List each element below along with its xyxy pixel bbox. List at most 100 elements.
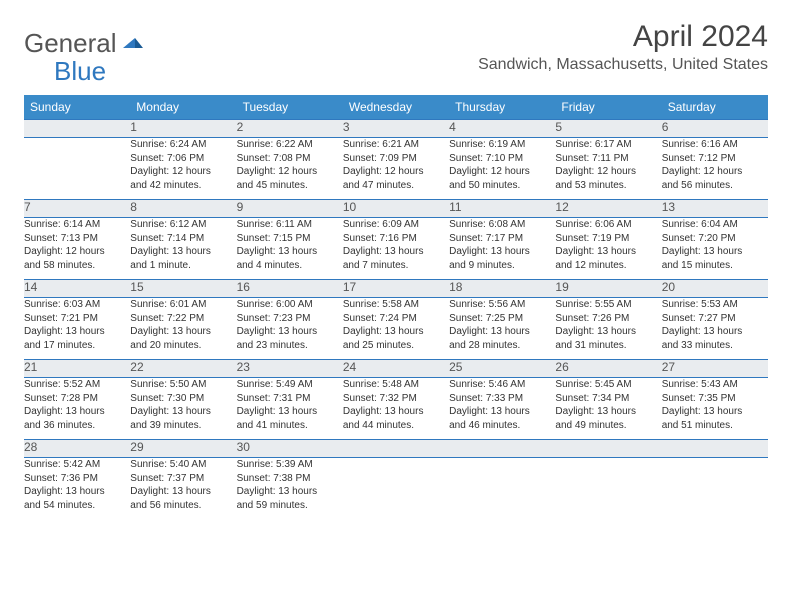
- day-content-cell: [662, 458, 768, 520]
- day-number-row: 21222324252627: [24, 360, 768, 378]
- d1-text: Daylight: 13 hours: [449, 405, 555, 419]
- sunrise-text: Sunrise: 5:43 AM: [662, 378, 768, 392]
- d1-text: Daylight: 13 hours: [237, 325, 343, 339]
- d1-text: Daylight: 13 hours: [449, 325, 555, 339]
- d2-text: and 44 minutes.: [343, 419, 449, 433]
- d1-text: Daylight: 13 hours: [343, 405, 449, 419]
- day-number-cell: 29: [130, 440, 236, 458]
- sunrise-text: Sunrise: 6:16 AM: [662, 138, 768, 152]
- d1-text: Daylight: 13 hours: [130, 405, 236, 419]
- d1-text: Daylight: 13 hours: [555, 325, 661, 339]
- day-content-cell: Sunrise: 5:40 AMSunset: 7:37 PMDaylight:…: [130, 458, 236, 520]
- weekday-header: Monday: [130, 95, 236, 120]
- d2-text: and 54 minutes.: [24, 499, 130, 513]
- sunset-text: Sunset: 7:22 PM: [130, 312, 236, 326]
- sunset-text: Sunset: 7:21 PM: [24, 312, 130, 326]
- d2-text: and 42 minutes.: [130, 179, 236, 193]
- sunrise-text: Sunrise: 5:39 AM: [237, 458, 343, 472]
- day-number-cell: 5: [555, 120, 661, 138]
- sunset-text: Sunset: 7:37 PM: [130, 472, 236, 486]
- day-number-cell: [555, 440, 661, 458]
- day-content-cell: Sunrise: 5:43 AMSunset: 7:35 PMDaylight:…: [662, 378, 768, 440]
- logo-text-blue: Blue: [54, 56, 106, 87]
- day-content-cell: Sunrise: 6:22 AMSunset: 7:08 PMDaylight:…: [237, 138, 343, 200]
- day-content-cell: Sunrise: 5:53 AMSunset: 7:27 PMDaylight:…: [662, 298, 768, 360]
- sunrise-text: Sunrise: 5:55 AM: [555, 298, 661, 312]
- sunrise-text: Sunrise: 5:52 AM: [24, 378, 130, 392]
- day-content-cell: Sunrise: 6:12 AMSunset: 7:14 PMDaylight:…: [130, 218, 236, 280]
- day-content-cell: Sunrise: 6:24 AMSunset: 7:06 PMDaylight:…: [130, 138, 236, 200]
- sunset-text: Sunset: 7:11 PM: [555, 152, 661, 166]
- d1-text: Daylight: 13 hours: [662, 405, 768, 419]
- d2-text: and 59 minutes.: [237, 499, 343, 513]
- day-number-cell: 4: [449, 120, 555, 138]
- weekday-header: Tuesday: [237, 95, 343, 120]
- d1-text: Daylight: 12 hours: [555, 165, 661, 179]
- day-number-row: 123456: [24, 120, 768, 138]
- sunset-text: Sunset: 7:35 PM: [662, 392, 768, 406]
- sunset-text: Sunset: 7:10 PM: [449, 152, 555, 166]
- sunset-text: Sunset: 7:33 PM: [449, 392, 555, 406]
- sunrise-text: Sunrise: 6:09 AM: [343, 218, 449, 232]
- day-number-cell: 19: [555, 280, 661, 298]
- sunset-text: Sunset: 7:25 PM: [449, 312, 555, 326]
- d1-text: Daylight: 13 hours: [237, 485, 343, 499]
- day-content-cell: Sunrise: 6:00 AMSunset: 7:23 PMDaylight:…: [237, 298, 343, 360]
- day-number-cell: 13: [662, 200, 768, 218]
- d2-text: and 28 minutes.: [449, 339, 555, 353]
- d1-text: Daylight: 12 hours: [130, 165, 236, 179]
- weekday-header: Wednesday: [343, 95, 449, 120]
- day-number-cell: 8: [130, 200, 236, 218]
- day-content-cell: Sunrise: 5:49 AMSunset: 7:31 PMDaylight:…: [237, 378, 343, 440]
- d1-text: Daylight: 12 hours: [237, 165, 343, 179]
- d2-text: and 25 minutes.: [343, 339, 449, 353]
- sunrise-text: Sunrise: 5:42 AM: [24, 458, 130, 472]
- day-number-cell: [343, 440, 449, 458]
- d2-text: and 33 minutes.: [662, 339, 768, 353]
- d2-text: and 9 minutes.: [449, 259, 555, 273]
- sunrise-text: Sunrise: 5:50 AM: [130, 378, 236, 392]
- sunrise-text: Sunrise: 6:22 AM: [237, 138, 343, 152]
- d2-text: and 12 minutes.: [555, 259, 661, 273]
- day-number-cell: 26: [555, 360, 661, 378]
- day-number-cell: 22: [130, 360, 236, 378]
- d1-text: Daylight: 13 hours: [24, 485, 130, 499]
- sunset-text: Sunset: 7:27 PM: [662, 312, 768, 326]
- d2-text: and 51 minutes.: [662, 419, 768, 433]
- calendar-header-row: Sunday Monday Tuesday Wednesday Thursday…: [24, 95, 768, 120]
- d2-text: and 47 minutes.: [343, 179, 449, 193]
- day-content-cell: Sunrise: 6:06 AMSunset: 7:19 PMDaylight:…: [555, 218, 661, 280]
- day-content-cell: Sunrise: 5:42 AMSunset: 7:36 PMDaylight:…: [24, 458, 130, 520]
- d2-text: and 17 minutes.: [24, 339, 130, 353]
- sunset-text: Sunset: 7:34 PM: [555, 392, 661, 406]
- sunset-text: Sunset: 7:31 PM: [237, 392, 343, 406]
- day-content-row: Sunrise: 6:14 AMSunset: 7:13 PMDaylight:…: [24, 218, 768, 280]
- sunrise-text: Sunrise: 5:53 AM: [662, 298, 768, 312]
- day-content-cell: Sunrise: 6:04 AMSunset: 7:20 PMDaylight:…: [662, 218, 768, 280]
- day-number-row: 14151617181920: [24, 280, 768, 298]
- d2-text: and 36 minutes.: [24, 419, 130, 433]
- day-number-cell: 12: [555, 200, 661, 218]
- sunrise-text: Sunrise: 6:08 AM: [449, 218, 555, 232]
- day-content-cell: Sunrise: 5:52 AMSunset: 7:28 PMDaylight:…: [24, 378, 130, 440]
- sunset-text: Sunset: 7:14 PM: [130, 232, 236, 246]
- day-number-cell: 10: [343, 200, 449, 218]
- sunset-text: Sunset: 7:17 PM: [449, 232, 555, 246]
- day-number-cell: 20: [662, 280, 768, 298]
- sunset-text: Sunset: 7:15 PM: [237, 232, 343, 246]
- sunset-text: Sunset: 7:06 PM: [130, 152, 236, 166]
- weekday-header: Thursday: [449, 95, 555, 120]
- sunrise-text: Sunrise: 6:12 AM: [130, 218, 236, 232]
- sunrise-text: Sunrise: 6:06 AM: [555, 218, 661, 232]
- day-number-cell: 1: [130, 120, 236, 138]
- day-content-cell: Sunrise: 5:50 AMSunset: 7:30 PMDaylight:…: [130, 378, 236, 440]
- day-number-cell: [24, 120, 130, 138]
- d2-text: and 46 minutes.: [449, 419, 555, 433]
- day-number-cell: 30: [237, 440, 343, 458]
- d2-text: and 45 minutes.: [237, 179, 343, 193]
- sunset-text: Sunset: 7:38 PM: [237, 472, 343, 486]
- day-number-cell: 28: [24, 440, 130, 458]
- sunrise-text: Sunrise: 6:04 AM: [662, 218, 768, 232]
- sunrise-text: Sunrise: 5:40 AM: [130, 458, 236, 472]
- d1-text: Daylight: 13 hours: [555, 405, 661, 419]
